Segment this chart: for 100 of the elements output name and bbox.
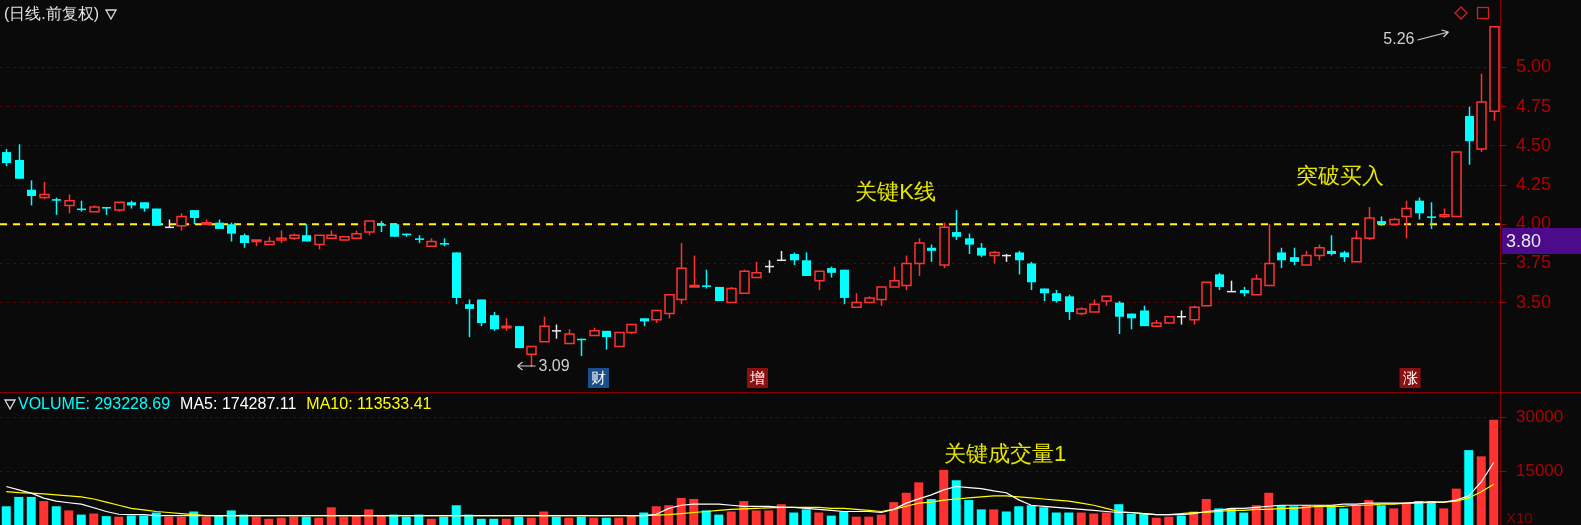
bar	[1064, 512, 1074, 525]
bar	[51, 506, 61, 525]
y-tick-label: 4.75	[1516, 95, 1552, 116]
bar	[489, 518, 499, 525]
bar	[164, 516, 174, 525]
bar	[751, 510, 761, 525]
bar	[1026, 505, 1036, 525]
bar	[476, 518, 486, 525]
bar	[564, 517, 574, 525]
bar	[851, 516, 861, 525]
candlestick	[490, 311, 499, 332]
bar	[826, 515, 836, 525]
bar	[351, 515, 361, 525]
text: MA10: 113533.41	[306, 395, 432, 413]
bar	[89, 513, 99, 525]
bar	[76, 514, 86, 525]
bar	[264, 518, 274, 525]
bar	[201, 516, 211, 525]
text: 3.80	[1506, 230, 1542, 251]
chart-title: (日线.前复权)	[4, 4, 100, 24]
bar	[1464, 450, 1474, 525]
bar	[1089, 513, 1099, 525]
candlestick	[702, 268, 711, 290]
bar	[989, 509, 999, 525]
bar	[101, 516, 111, 525]
bar	[376, 515, 386, 525]
bar	[1476, 456, 1486, 525]
candlestick	[27, 179, 36, 207]
bar	[939, 469, 949, 525]
bar	[1276, 505, 1286, 525]
candlestick	[952, 209, 961, 241]
bar	[589, 517, 599, 525]
candlestick	[1327, 234, 1336, 257]
bar	[1164, 516, 1174, 525]
bar	[1201, 499, 1211, 525]
candlestick	[1427, 201, 1436, 230]
bar	[214, 515, 224, 525]
bar	[976, 509, 986, 525]
candlestick	[465, 298, 474, 338]
bar	[551, 516, 561, 525]
annotation: 3.09	[538, 357, 570, 375]
bar	[701, 510, 711, 525]
bar	[1489, 419, 1499, 525]
candlestick	[1065, 294, 1074, 321]
y-tick-label: 3.75	[1516, 252, 1552, 273]
candlestick	[227, 221, 236, 243]
y-tick-label: 15000	[1516, 460, 1564, 480]
y-tick-label: 3.50	[1516, 291, 1552, 312]
bar	[626, 515, 636, 525]
bar	[764, 510, 774, 525]
y-tick-label: 4.50	[1516, 134, 1552, 155]
bar	[689, 499, 699, 525]
bar	[1101, 512, 1111, 525]
bar	[1339, 508, 1349, 525]
bar	[126, 515, 136, 525]
text: MA5: 174287.11	[180, 395, 297, 413]
bar	[364, 509, 374, 525]
bar	[64, 510, 74, 525]
candlestick	[1015, 250, 1024, 276]
bar	[39, 501, 49, 525]
bar	[814, 512, 824, 525]
bar	[514, 516, 524, 525]
annotation: 关键K线	[855, 179, 936, 205]
annotation: 增	[749, 369, 765, 387]
bar	[114, 516, 124, 525]
bar	[726, 511, 736, 525]
bar	[1139, 513, 1149, 525]
bar	[801, 509, 811, 525]
bar	[251, 516, 261, 525]
bar	[276, 517, 286, 525]
bar	[1, 506, 11, 525]
bar	[314, 517, 324, 525]
bar	[576, 516, 586, 525]
bar	[1314, 505, 1324, 525]
bar	[714, 514, 724, 525]
y-tick-label: 4.25	[1516, 173, 1552, 194]
bar	[926, 499, 936, 525]
bar	[1389, 508, 1399, 525]
bar	[776, 504, 786, 525]
bar	[1289, 506, 1299, 525]
annotation: 关键成交量1	[943, 441, 1067, 467]
bar	[426, 518, 436, 525]
bar	[326, 507, 336, 525]
bar	[1451, 488, 1461, 525]
bar	[839, 511, 849, 525]
bar	[14, 496, 24, 525]
candlestick	[802, 251, 811, 277]
bar	[501, 518, 511, 525]
bar	[1014, 506, 1024, 525]
y-tick-label: 30000	[1516, 407, 1564, 427]
bar	[1126, 513, 1136, 525]
annotation: 财	[591, 369, 606, 387]
bar	[1326, 505, 1336, 525]
bar	[1364, 500, 1374, 525]
bar	[1401, 503, 1411, 525]
bar	[401, 516, 411, 525]
bar	[226, 510, 236, 525]
candlestick	[965, 232, 974, 255]
bar	[914, 482, 924, 525]
bar	[526, 517, 536, 525]
